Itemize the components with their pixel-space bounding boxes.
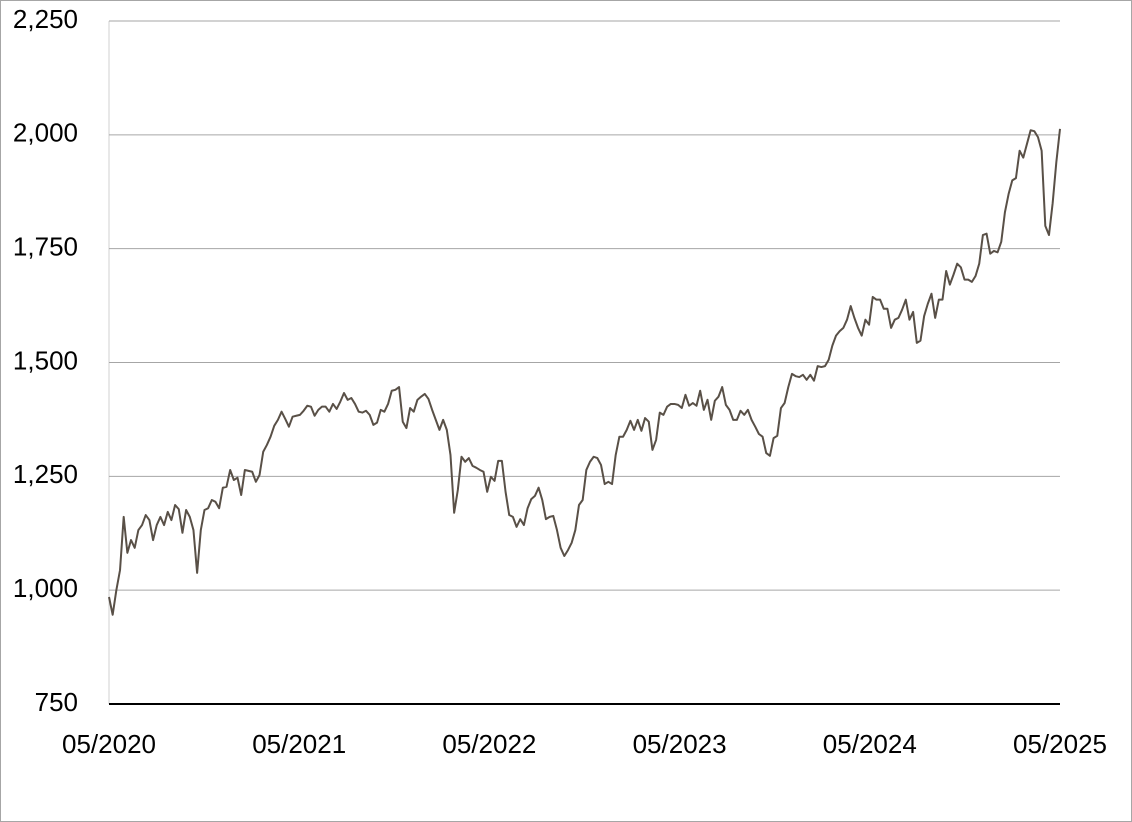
y-tick-label: 2,250 [13, 4, 78, 34]
y-tick-label: 1,750 [13, 232, 78, 262]
y-tick-label: 750 [35, 687, 78, 717]
x-tick-label: 05/2023 [633, 729, 727, 759]
y-tick-label: 1,500 [13, 345, 78, 375]
x-tick-label: 05/2022 [442, 729, 536, 759]
y-tick-label: 2,000 [13, 118, 78, 148]
x-tick-label: 05/2024 [823, 729, 917, 759]
x-tick-label: 05/2021 [252, 729, 346, 759]
line-series [108, 128, 1061, 616]
x-tick-label: 05/2025 [1013, 729, 1107, 759]
y-tick-label: 1,000 [13, 573, 78, 603]
x-tick-label: 05/2020 [62, 729, 156, 759]
y-tick-label: 1,250 [13, 459, 78, 489]
